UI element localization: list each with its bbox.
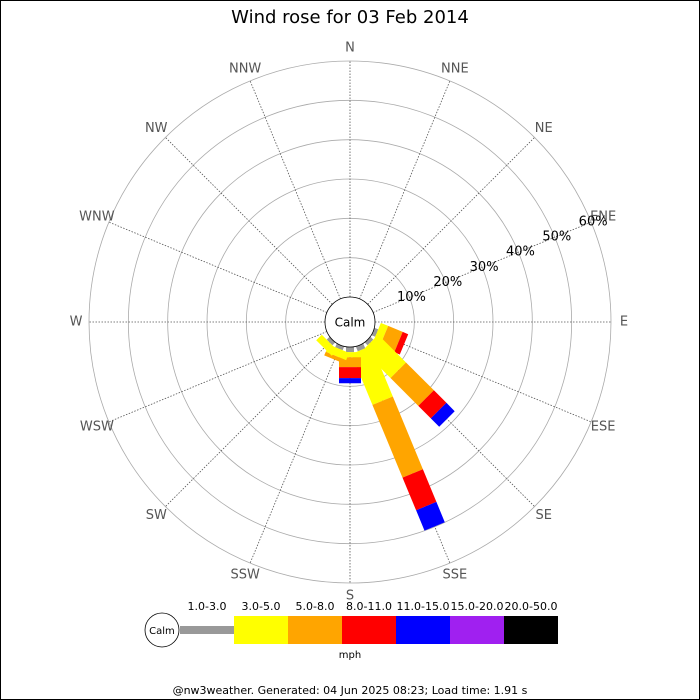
direction-label: SE (536, 508, 552, 523)
calm-circle (324, 296, 376, 348)
bar-segment (416, 501, 445, 531)
spoke (165, 137, 333, 305)
legend-label: 15.0-20.0 (451, 600, 504, 613)
legend-label: 11.0-15.0 (397, 600, 450, 613)
direction-label: ESE (591, 419, 616, 434)
legend-label: 20.0-50.0 (505, 600, 558, 613)
legend-label: 3.0-5.0 (242, 600, 281, 613)
direction-label: S (346, 589, 354, 604)
legend-swatch (504, 616, 558, 644)
direction-label: E (620, 315, 628, 330)
r-tick-label: 40% (506, 245, 535, 260)
legend-calm (144, 612, 180, 648)
bar-segment (326, 336, 336, 346)
direction-label: WSW (80, 419, 114, 434)
legend-swatch (450, 616, 504, 644)
bar-segment (362, 334, 406, 378)
legend-calm-label: Calm (149, 626, 175, 637)
direction-label: W (70, 315, 83, 330)
bar-segment (346, 347, 354, 353)
bar-segment (394, 331, 409, 355)
r-tick-label: 20% (433, 275, 462, 290)
bar-segment (372, 396, 423, 478)
bar-segment (390, 362, 434, 406)
r-tick-label: 50% (542, 230, 571, 245)
spoke (249, 344, 341, 564)
grid-ring (88, 60, 612, 584)
bar-segment (335, 343, 345, 351)
spoke (165, 339, 333, 507)
bar-segment (418, 390, 447, 419)
footer: @nw3weather. Generated: 04 Jun 2025 08:2… (173, 684, 528, 697)
bar-segment (324, 351, 347, 364)
unit-label: mph (339, 650, 361, 661)
direction-label: NE (535, 121, 553, 136)
direction-label: WNW (79, 210, 115, 225)
direction-label: NNE (441, 61, 469, 76)
bar-segment (355, 343, 366, 352)
legend-label: 1.0-3.0 (188, 600, 227, 613)
bar-segment (430, 402, 455, 427)
bar-segment (364, 336, 374, 346)
spoke (359, 80, 451, 300)
spoke (372, 331, 592, 423)
r-tick-label: 30% (470, 260, 499, 275)
spoke (249, 80, 341, 300)
direction-label: ENE (590, 210, 616, 225)
grid-ring (127, 99, 573, 545)
legend-label: 5.0-8.0 (296, 600, 335, 613)
direction-label: SSW (230, 568, 260, 583)
direction-label: NNW (229, 61, 261, 76)
direction-label: NW (145, 121, 168, 136)
legend-swatch (288, 616, 342, 644)
bar-segment (316, 334, 338, 356)
calm-label: Calm (335, 316, 366, 330)
legend-swatch (180, 626, 234, 634)
r-tick-label: 10% (397, 290, 426, 305)
bar-segment (371, 327, 379, 337)
spoke (367, 137, 535, 305)
direction-label: SSE (442, 568, 467, 583)
legend-swatch (396, 616, 450, 644)
legend-swatch (342, 616, 396, 644)
legend-label: 8.0-11.0 (346, 600, 392, 613)
bar-segment (351, 345, 393, 405)
spoke (372, 221, 592, 313)
legend-swatch (234, 616, 288, 644)
spoke (108, 221, 328, 313)
bar-segment (339, 378, 361, 384)
bar-segment (339, 367, 361, 379)
bar-segment (402, 469, 437, 511)
spoke (108, 331, 328, 423)
chart-title: Wind rose for 03 Feb 2014 (231, 7, 469, 28)
direction-label: SW (146, 508, 167, 523)
r-tick-label: 60% (579, 215, 608, 230)
direction-label: N (345, 41, 355, 56)
